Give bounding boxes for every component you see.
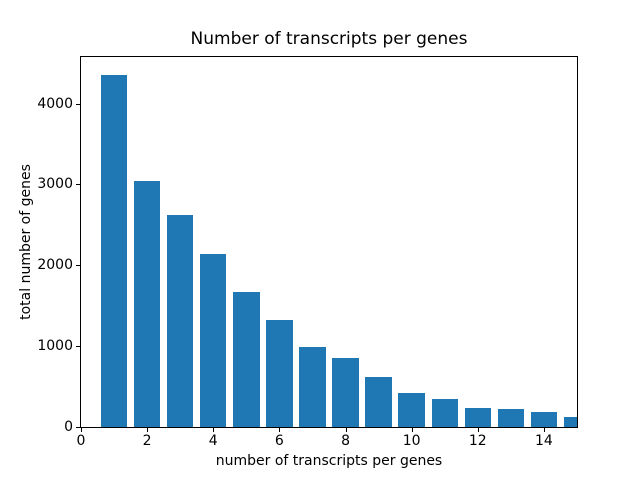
bar-x4 [200, 253, 227, 427]
x-tick-label: 10 [402, 433, 421, 449]
y-tick-mark [76, 103, 80, 105]
x-axis-label: number of transcripts per genes [215, 453, 443, 469]
bar-x11 [431, 398, 458, 427]
y-tick-label: 3000 [37, 176, 73, 193]
bar-x12 [464, 408, 492, 427]
x-tick-mark [213, 428, 215, 432]
y-tick-label: 2000 [37, 257, 73, 274]
y-tick-mark [76, 346, 80, 348]
bar-x10 [398, 393, 425, 427]
x-tick-mark [279, 428, 281, 432]
x-tick-label: 6 [274, 433, 284, 449]
bar-x14 [530, 411, 558, 427]
chart-title: Number of transcripts per genes [190, 29, 468, 49]
x-tick-label: 2 [142, 433, 152, 449]
x-tick-label: 4 [208, 433, 218, 449]
x-tick-label: 0 [76, 433, 86, 449]
bar-x5 [233, 291, 260, 427]
x-tick-mark [147, 428, 149, 432]
bar-x13 [497, 409, 525, 427]
x-tick-label: 14 [535, 433, 553, 449]
x-tick-label: 8 [341, 433, 350, 449]
bar-x6 [266, 320, 293, 427]
x-tick-mark [345, 428, 347, 432]
bar-x2 [133, 181, 161, 427]
y-tick-mark [76, 265, 80, 267]
y-tick-label: 4000 [37, 95, 73, 112]
y-tick-mark [76, 184, 80, 186]
bar-x9 [365, 376, 392, 427]
x-tick-mark [477, 428, 479, 432]
bar-x1 [100, 75, 128, 427]
y-tick-label: 0 [64, 419, 73, 435]
bar-x7 [299, 346, 326, 427]
y-tick-mark [76, 427, 80, 428]
bar-x8 [332, 358, 359, 427]
x-tick-mark [81, 428, 82, 432]
plot-area [80, 56, 578, 428]
y-tick-label: 1000 [37, 338, 73, 355]
x-tick-mark [543, 428, 545, 432]
x-tick-mark [411, 428, 413, 432]
bar-x3 [166, 215, 194, 427]
bar-x15 [563, 416, 577, 427]
x-tick-label: 12 [468, 433, 487, 449]
